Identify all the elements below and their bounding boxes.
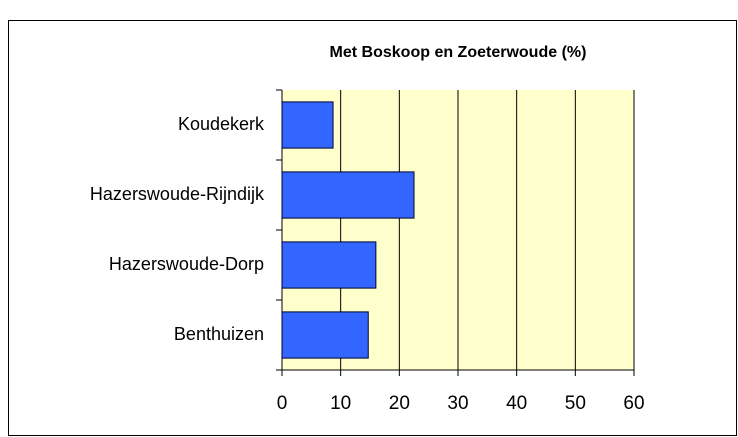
y-tick-label: Koudekerk bbox=[178, 114, 265, 134]
x-tick-label: 0 bbox=[277, 393, 288, 414]
y-tick-label: Benthuizen bbox=[174, 324, 264, 344]
x-tick-label: 60 bbox=[623, 393, 644, 414]
x-tick-label: 50 bbox=[565, 393, 586, 414]
y-tick-label: Hazerswoude-Dorp bbox=[109, 254, 264, 274]
y-tick-label: Hazerswoude-Rijndijk bbox=[90, 184, 265, 204]
x-tick-label: 20 bbox=[389, 393, 410, 414]
bar bbox=[281, 101, 334, 149]
chart-title: Met Boskoop en Zoeterwoude (%) bbox=[330, 44, 587, 61]
bar bbox=[281, 171, 415, 219]
x-tick-label: 30 bbox=[447, 393, 468, 414]
x-tick-label: 10 bbox=[330, 393, 351, 414]
bar bbox=[281, 311, 369, 359]
bar bbox=[281, 241, 377, 289]
x-tick-label: 40 bbox=[506, 393, 527, 414]
